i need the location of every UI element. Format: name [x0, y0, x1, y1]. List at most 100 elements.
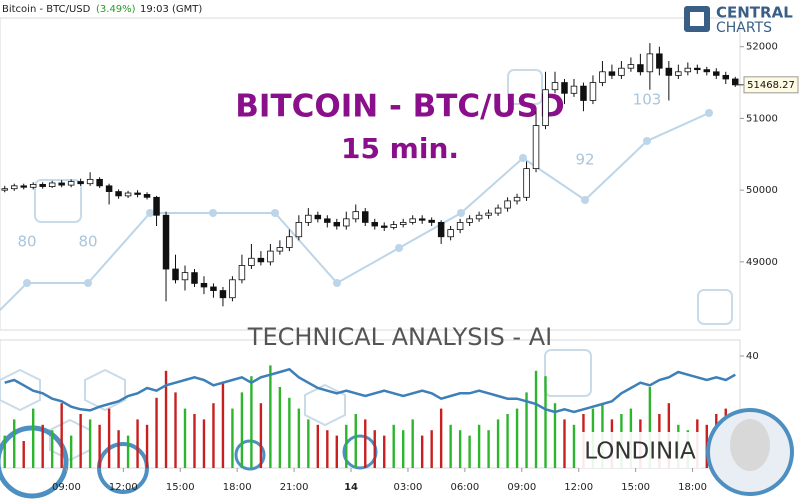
chart-subtitle: 15 min. — [341, 132, 459, 165]
volume-bar — [383, 435, 386, 468]
x-tick-label: 18:00 — [223, 482, 252, 493]
candle-body — [115, 191, 122, 197]
candle-body — [599, 71, 606, 83]
candle-body — [1, 188, 8, 191]
candle-body — [105, 185, 113, 192]
last-price-label: 51468.27 — [747, 80, 795, 91]
candle-body — [29, 183, 37, 188]
candle-body — [324, 218, 331, 223]
volume-bar — [250, 376, 253, 468]
candle-body — [703, 69, 711, 73]
candle-body — [570, 85, 578, 94]
y-tick-label: 50000 — [746, 185, 778, 196]
volume-bar — [117, 430, 120, 468]
candle-body — [96, 178, 103, 187]
volume-bar — [136, 419, 139, 468]
candle-body — [732, 78, 739, 86]
candle-body — [229, 279, 236, 299]
volume-bar — [430, 430, 433, 468]
volume-bar — [307, 419, 310, 468]
header-symbol: Bitcoin - BTC/USD — [2, 4, 91, 15]
x-tick-label: 15:00 — [166, 482, 195, 493]
candle-body — [219, 290, 227, 299]
volume-bar — [572, 424, 576, 468]
candle-body — [86, 178, 94, 185]
candle-body — [20, 185, 27, 188]
candle-body — [371, 222, 378, 227]
candle-body — [48, 182, 56, 187]
x-tick-label: 09:00 — [52, 482, 81, 493]
candle-body — [466, 218, 473, 223]
volume-bar — [69, 435, 73, 468]
presenter-name: LONDINIA — [584, 439, 696, 465]
indicator-line — [4, 367, 736, 414]
y2-tick-label: 40 — [746, 351, 759, 362]
volume-bar — [221, 381, 225, 468]
candle-body — [722, 74, 730, 80]
volume-bar — [373, 430, 376, 468]
volume-bar — [193, 414, 196, 468]
volume-bar — [259, 403, 263, 468]
volume-bar — [183, 408, 187, 468]
volume-bar — [316, 424, 320, 468]
volume-bar — [515, 408, 519, 468]
candle-body — [665, 67, 673, 76]
volume-bar — [164, 370, 168, 468]
candle-body — [58, 182, 65, 186]
volume-bar — [174, 392, 177, 468]
candle-body — [456, 222, 464, 230]
candle-body — [362, 211, 369, 223]
volume-bar — [477, 424, 481, 468]
candle-body — [637, 64, 644, 73]
volume-bar — [411, 419, 414, 468]
volume-bar — [326, 430, 329, 468]
y-tick-label: 49000 — [746, 257, 778, 268]
score-label: 80 — [78, 233, 97, 251]
candle-body — [143, 194, 151, 198]
y-tick-label: 52000 — [746, 42, 778, 53]
candle-body — [276, 247, 284, 252]
volume-bar — [107, 408, 111, 468]
x-tick-label: 09:00 — [507, 482, 536, 493]
candle-body — [67, 181, 75, 186]
candle-body — [513, 196, 521, 202]
brand-line: CHARTS — [716, 20, 772, 36]
volume-bar — [534, 370, 538, 468]
candle-body — [380, 225, 388, 228]
score-label: 103 — [633, 91, 662, 109]
candle-body — [257, 257, 265, 263]
candle-body — [238, 265, 246, 281]
candle-body — [542, 89, 549, 126]
x-tick-label: 15:00 — [621, 482, 650, 493]
header-time: 19:03 (GMT) — [140, 4, 202, 15]
candle-body — [286, 236, 293, 248]
brand-logo: CENTRAL CHARTS — [684, 4, 793, 36]
plot: 80 80 92 103 49000 50000 51000 52000 40 09:00 12:0… — [1, 42, 799, 493]
candle-body — [210, 286, 217, 291]
candle-body — [523, 168, 530, 198]
candle-body — [494, 207, 502, 214]
volume-bar — [240, 392, 244, 468]
candle-body — [248, 257, 255, 266]
chart-title: BITCOIN - BTC/USD — [235, 89, 564, 125]
candle-body — [437, 222, 445, 238]
volume-bar — [402, 430, 405, 468]
volume-bar — [288, 397, 291, 468]
candle-body — [352, 211, 360, 220]
score-label: 80 — [17, 233, 36, 251]
candle-body — [627, 64, 635, 69]
candle-body — [646, 53, 654, 73]
volume-bar — [487, 430, 490, 468]
candle-body — [580, 85, 587, 101]
volume-bar — [364, 419, 367, 468]
volume-bar — [88, 419, 92, 468]
candle-body — [618, 67, 625, 76]
candle-body — [77, 181, 84, 185]
volume-bar — [335, 435, 338, 468]
volume-bar — [553, 403, 557, 468]
volume-bar — [496, 419, 500, 468]
candle-body — [162, 214, 170, 270]
candle-body — [295, 222, 303, 238]
candle-body — [409, 218, 416, 223]
volume-bar — [32, 408, 35, 468]
